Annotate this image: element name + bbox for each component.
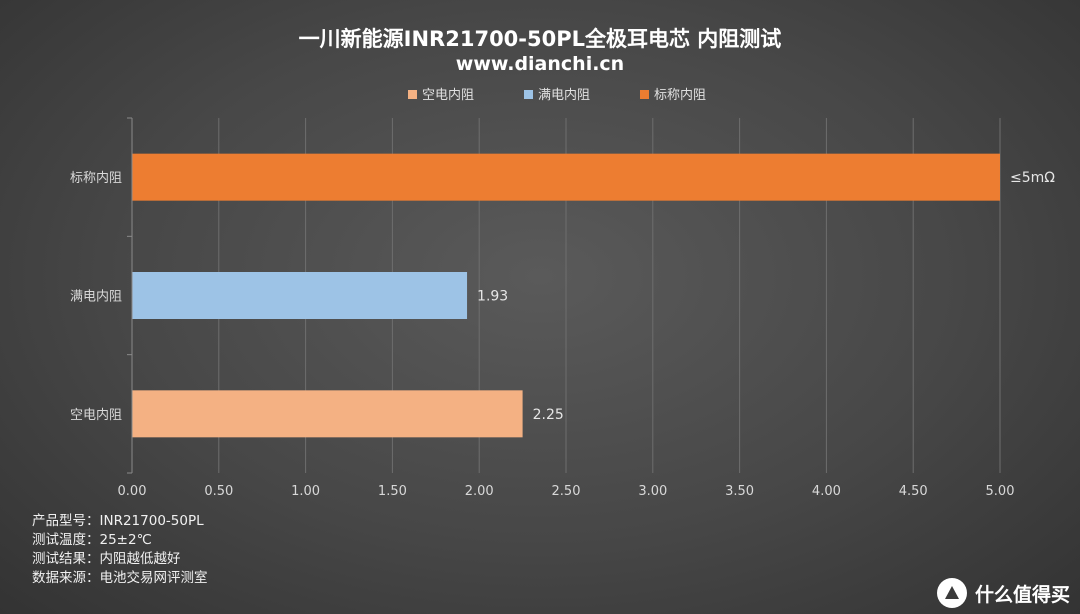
chart-subtitle: www.dianchi.cn (456, 53, 624, 75)
x-tick-label: 5.00 (986, 484, 1015, 499)
data-label: 2.25 (533, 407, 564, 423)
legend-swatch (408, 90, 417, 99)
smzdm-logo-icon (936, 578, 967, 608)
note-temperature: 测试温度：25±2℃ (32, 532, 152, 548)
category-label: 标称内阻 (70, 170, 122, 186)
category-label: 空电内阻 (70, 407, 122, 423)
legend: 空电内阻 满电内阻 标称内阻 (408, 87, 706, 103)
bars (132, 153, 1000, 438)
note-result: 测试结果：内阻越低越好 (32, 551, 181, 567)
x-tick-label: 3.00 (638, 484, 667, 499)
bar (132, 272, 468, 319)
notes: 产品型号：INR21700-50PL 测试温度：25±2℃ 测试结果：内阻越低越… (32, 512, 208, 588)
legend-label: 标称内阻 (654, 87, 706, 103)
category-label: 满电内阻 (70, 289, 122, 305)
x-tick-label: 1.50 (378, 484, 407, 499)
data-labels: ≤5mΩ 1.93 2.25 (477, 170, 1055, 423)
watermark: 什么值得买 (936, 578, 1070, 608)
x-tick-label: 3.50 (725, 484, 754, 499)
bar (132, 390, 523, 438)
legend-swatch (524, 90, 533, 99)
data-label: 1.93 (477, 289, 508, 305)
watermark-text: 什么值得买 (974, 583, 1070, 606)
x-tick-label: 2.50 (552, 484, 581, 499)
bar (132, 153, 1000, 201)
legend-label: 满电内阻 (538, 87, 590, 103)
data-label: ≤5mΩ (1010, 170, 1055, 186)
legend-swatch (640, 90, 649, 99)
x-tick-label: 4.00 (812, 484, 841, 499)
note-source: 数据来源：电池交易网评测室 (32, 570, 208, 586)
x-tick-label: 0.00 (118, 484, 147, 499)
legend-label: 空电内阻 (422, 87, 474, 103)
x-tick-label: 1.00 (291, 484, 320, 499)
note-model: 产品型号：INR21700-50PL (32, 513, 204, 529)
x-tick-label: 2.00 (465, 484, 494, 499)
x-tick-label: 4.50 (899, 484, 928, 499)
x-tick-label: 0.50 (204, 484, 233, 499)
x-axis: 0.00 0.50 1.00 1.50 2.00 2.50 3.00 3.50 4.00 4.50… (118, 118, 1015, 499)
chart-title: 一川新能源INR21700-50PL全极耳电芯 内阻测试 (299, 27, 782, 51)
